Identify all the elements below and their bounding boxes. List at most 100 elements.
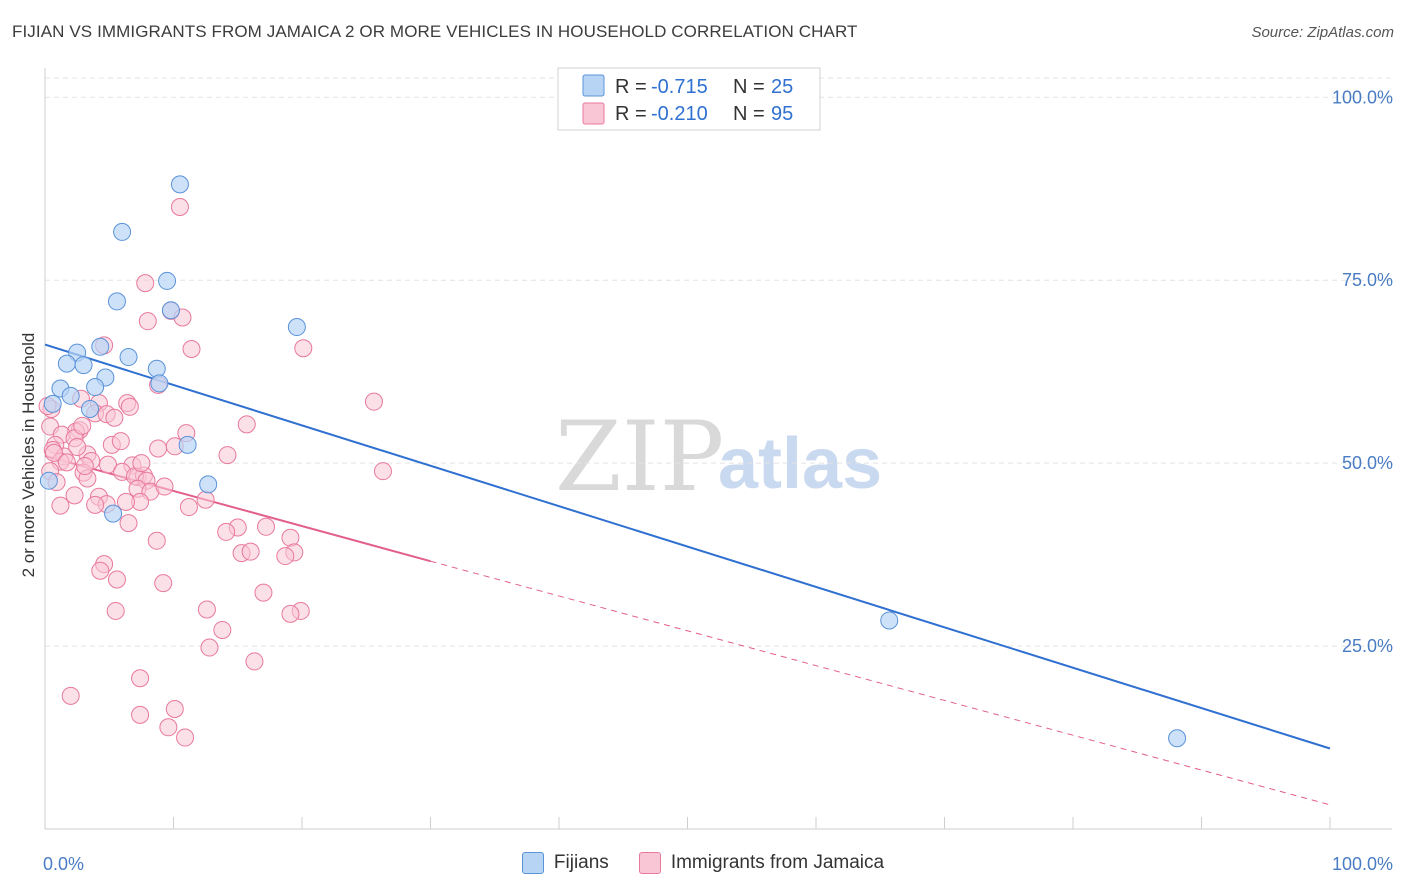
point-fijians	[1168, 729, 1187, 748]
series-legend: Fijians Immigrants from Jamaica	[0, 852, 1406, 874]
point-jamaica	[197, 600, 216, 619]
point-fijians	[287, 318, 306, 337]
point-jamaica	[154, 574, 173, 593]
point-jamaica	[86, 495, 105, 514]
point-jamaica	[179, 498, 198, 517]
point-jamaica	[241, 542, 260, 561]
point-jamaica	[217, 522, 236, 541]
point-jamaica	[155, 477, 174, 496]
point-jamaica	[147, 531, 166, 550]
y-tick-label: 75.0%	[1342, 270, 1393, 290]
point-jamaica	[131, 669, 150, 688]
point-fijians	[161, 301, 180, 320]
legend-n-value: 95	[771, 103, 793, 125]
y-tick-label: 25.0%	[1342, 636, 1393, 656]
legend-item-jamaica: Immigrants from Jamaica	[638, 852, 885, 874]
legend-swatch-fijians	[521, 852, 544, 874]
point-jamaica	[213, 620, 232, 639]
point-jamaica	[65, 486, 84, 505]
legend-r-label: R =	[615, 76, 647, 98]
point-fijians	[80, 399, 99, 418]
point-jamaica	[218, 446, 237, 465]
legend-r-label: R =	[615, 103, 647, 125]
point-fijians	[57, 354, 76, 373]
point-jamaica	[254, 583, 273, 602]
point-fijians	[880, 611, 899, 630]
point-jamaica	[138, 312, 157, 331]
point-jamaica	[51, 496, 70, 515]
point-jamaica	[281, 604, 300, 623]
data-points	[38, 175, 1187, 748]
point-fijians	[86, 378, 105, 397]
axes: 25.0% 50.0% 75.0% 100.0% 0.0% 100.0%	[43, 68, 1393, 874]
point-fijians	[74, 356, 93, 375]
watermark-zip: ZIP	[555, 401, 724, 513]
y-tick-label: 50.0%	[1342, 453, 1393, 473]
point-jamaica	[373, 462, 392, 481]
legend-r-value: -0.715	[651, 76, 708, 98]
point-fijians	[113, 222, 132, 241]
point-jamaica	[182, 339, 201, 358]
point-jamaica	[149, 439, 168, 458]
point-jamaica	[57, 453, 76, 472]
x-tick-label: 0.0%	[43, 854, 84, 874]
point-fijians	[170, 175, 189, 194]
point-jamaica	[132, 454, 151, 473]
y-axis-label: 2 or more Vehicles in Household	[19, 333, 38, 578]
point-fijians	[150, 374, 169, 393]
point-jamaica	[176, 728, 195, 747]
point-jamaica	[44, 443, 63, 462]
legend-swatch-jamaica	[582, 102, 605, 125]
point-fijians	[43, 394, 62, 413]
point-fijians	[178, 435, 197, 454]
legend-n-label: N =	[733, 76, 765, 98]
point-fijians	[119, 348, 138, 367]
legend-label-jamaica: Immigrants from Jamaica	[670, 852, 885, 873]
point-jamaica	[196, 490, 215, 509]
point-jamaica	[106, 601, 125, 620]
point-jamaica	[257, 517, 276, 536]
point-fijians	[91, 337, 110, 356]
point-jamaica	[170, 198, 189, 217]
point-jamaica	[91, 561, 110, 580]
point-jamaica	[237, 415, 256, 434]
legend-n-label: N =	[733, 103, 765, 125]
point-jamaica	[75, 457, 94, 476]
point-fijians	[199, 475, 218, 494]
point-jamaica	[165, 699, 184, 718]
point-jamaica	[245, 652, 264, 671]
point-jamaica	[159, 718, 178, 737]
legend-item-fijians: Fijians	[521, 852, 609, 874]
trend-line-fijians	[44, 343, 1331, 750]
point-jamaica	[73, 416, 92, 435]
point-fijians	[158, 271, 177, 290]
point-jamaica	[136, 274, 155, 293]
point-jamaica	[200, 638, 219, 657]
point-fijians	[39, 471, 58, 490]
point-jamaica	[111, 432, 130, 451]
point-fijians	[107, 292, 126, 311]
gridlines	[45, 77, 1392, 647]
point-jamaica	[131, 705, 150, 724]
point-jamaica	[119, 514, 138, 533]
point-jamaica	[98, 455, 117, 474]
legend-n-value: 25	[771, 76, 793, 98]
point-jamaica	[276, 547, 295, 566]
point-jamaica	[105, 408, 124, 427]
legend-label-fijians: Fijians	[553, 852, 609, 873]
point-jamaica	[364, 392, 383, 411]
point-fijians	[104, 504, 123, 523]
point-jamaica	[107, 570, 126, 589]
legend-swatch-jamaica	[638, 852, 661, 874]
legend-r-value: -0.210	[651, 103, 708, 125]
point-fijians	[61, 386, 80, 405]
point-jamaica	[61, 686, 80, 705]
trend-line-jamaica-extrapolated	[430, 560, 1331, 806]
chart-title: FIJIAN VS IMMIGRANTS FROM JAMAICA 2 OR M…	[12, 22, 858, 41]
watermark-atlas: atlas	[718, 424, 882, 504]
legend-swatch-fijians	[582, 74, 605, 97]
chart-source: Source: ZipAtlas.com	[1251, 24, 1394, 41]
x-tick-label: 100.0%	[1332, 854, 1393, 874]
point-jamaica	[294, 339, 313, 358]
